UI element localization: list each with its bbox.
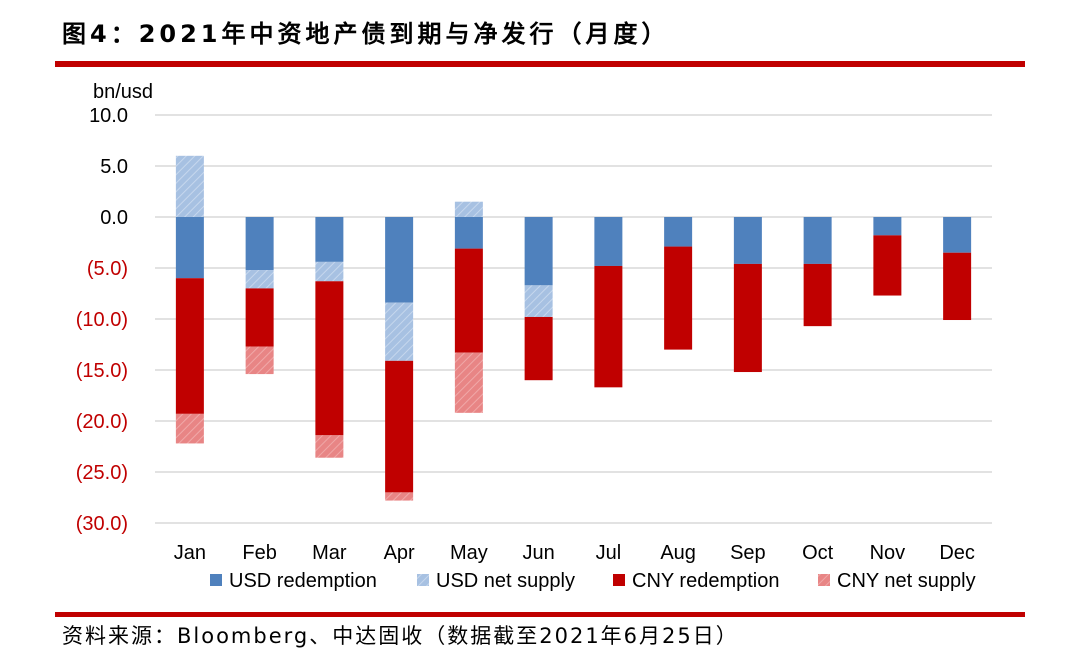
y-tick-label: (5.0)	[87, 258, 128, 280]
usd-redemption-bar	[315, 217, 344, 262]
cny-redemption-bar	[315, 281, 344, 436]
cny-net-supply-legend-swatch	[818, 574, 830, 586]
cny-redemption-bar	[803, 263, 832, 327]
usd-net-supply-bar	[454, 201, 483, 217]
usd-redemption-bar	[594, 217, 623, 266]
cny-net-supply-bar	[454, 352, 483, 413]
usd-redemption-bar	[245, 217, 274, 271]
bars	[175, 155, 972, 501]
x-tick-label: Jun	[523, 542, 555, 564]
legend-label: USD net supply	[436, 570, 575, 592]
x-tick-label: Mar	[312, 542, 347, 564]
y-tick-label: (20.0)	[76, 411, 128, 433]
usd-redemption-legend-swatch	[210, 574, 222, 586]
x-tick-label: May	[450, 542, 488, 564]
cny-redemption-bar	[664, 246, 693, 350]
gridlines	[155, 114, 992, 524]
usd-redemption-bar	[664, 217, 693, 247]
y-tick-label: 5.0	[100, 156, 128, 178]
x-tick-label: Jan	[174, 542, 206, 564]
chart-title: 图4：2021年中资地产债到期与净发行（月度）	[62, 20, 670, 48]
source-note: 资料来源：Bloomberg、中达固收（数据截至2021年6月25日）	[62, 624, 739, 648]
usd-redemption-bar	[524, 217, 553, 286]
usd-redemption-bar	[873, 217, 902, 236]
x-tick-label: Feb	[242, 542, 276, 564]
cny-net-supply-bar	[175, 413, 204, 444]
y-tick-label: (25.0)	[76, 462, 128, 484]
usd-redemption-bar	[733, 217, 762, 264]
usd-net-supply-bar	[385, 302, 414, 361]
y-tick-label: (15.0)	[76, 360, 128, 382]
usd-net-supply-bar	[315, 261, 344, 282]
usd-net-supply-bar	[245, 270, 274, 289]
bottom-divider	[55, 612, 1025, 617]
usd-redemption-bar	[943, 217, 972, 253]
usd-net-supply-bar	[175, 155, 204, 217]
x-tick-label: Sep	[730, 542, 766, 564]
x-tick-label: Dec	[939, 542, 975, 564]
cny-redemption-bar	[943, 252, 972, 321]
cny-redemption-legend-swatch	[613, 574, 625, 586]
cny-redemption-bar	[385, 360, 414, 493]
usd-redemption-bar	[175, 217, 204, 279]
usd-redemption-bar	[454, 217, 483, 249]
x-tick-label: Nov	[870, 542, 906, 564]
cny-redemption-bar	[594, 265, 623, 388]
usd-net-supply-legend-swatch	[417, 574, 429, 586]
cny-net-supply-bar	[315, 435, 344, 458]
cny-redemption-bar	[454, 248, 483, 353]
legend-label: CNY redemption	[632, 570, 779, 592]
cny-redemption-bar	[175, 278, 204, 414]
legend-label: CNY net supply	[837, 570, 976, 592]
usd-redemption-bar	[803, 217, 832, 264]
cny-redemption-bar	[245, 288, 274, 347]
legend-label: USD redemption	[229, 570, 377, 592]
cny-redemption-bar	[524, 316, 553, 381]
x-tick-label: Aug	[660, 542, 696, 564]
usd-net-supply-bar	[524, 285, 553, 317]
x-tick-label: Apr	[384, 542, 415, 564]
legend: USD redemption USD net supply CNY redempti…	[210, 570, 976, 592]
x-tick-label: Jul	[596, 542, 622, 564]
cny-net-supply-bar	[385, 492, 414, 501]
cny-net-supply-bar	[245, 346, 274, 375]
top-divider	[55, 61, 1025, 67]
cny-redemption-bar	[733, 263, 762, 373]
chart: bn/usd 10.0 5.0 0.0 (5.0) (10.0) (15.0) (20.0)…	[76, 81, 992, 592]
x-tick-label: Oct	[802, 542, 834, 564]
y-tick-labels: 10.0 5.0 0.0 (5.0) (10.0) (15.0) (20.0) (25.0) (…	[76, 105, 128, 535]
y-tick-label: (30.0)	[76, 513, 128, 535]
cny-redemption-bar	[873, 235, 902, 296]
y-tick-label: (10.0)	[76, 309, 128, 331]
usd-redemption-bar	[385, 217, 414, 303]
y-tick-label: 10.0	[89, 105, 128, 127]
y-axis-label: bn/usd	[93, 81, 153, 103]
y-tick-label: 0.0	[100, 207, 128, 229]
x-tick-labels: Jan Feb Mar Apr May Jun Jul Aug Sep Oct Nov Dec	[174, 542, 975, 564]
